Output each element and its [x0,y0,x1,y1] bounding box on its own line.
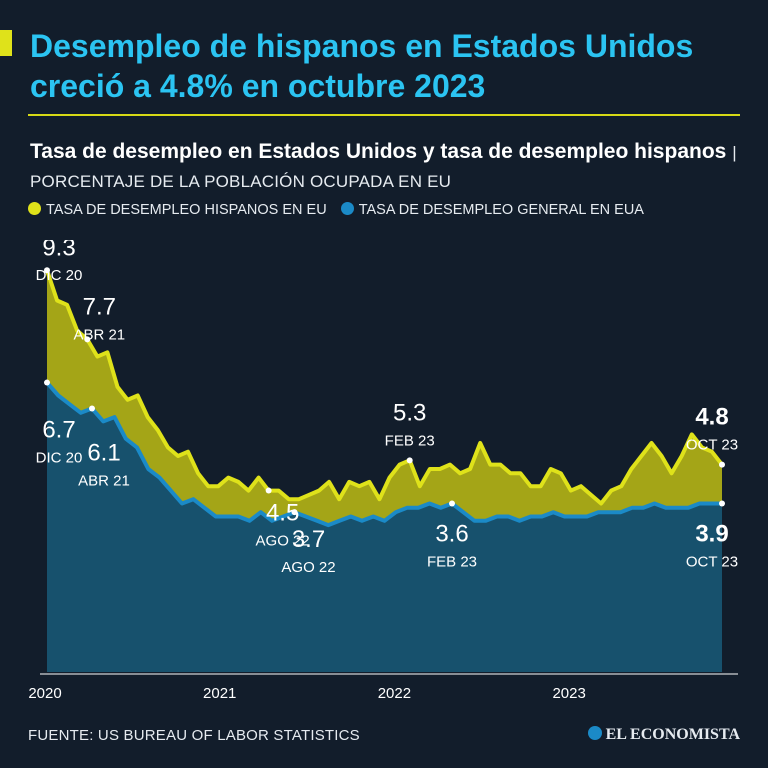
area-fills [47,270,722,672]
highlight-point [265,487,272,494]
annotation-value: 4.5 [266,500,299,527]
legend-label-hispanic: TASA DE DESEMPLEO HISPANOS EN EU [46,202,327,218]
highlight-point [44,379,50,386]
line-general [45,381,722,528]
highlight-point [719,500,725,507]
annotation-date: DIC 20 [36,450,83,467]
series-lines [45,269,724,528]
legend-item-hispanic: TASA DE DESEMPLEO HISPANOS EN EU [28,202,327,218]
x-tick-label: 2022 [378,685,411,702]
highlight-points [44,267,725,516]
highlight-point [89,405,95,412]
annotation-value: 6.1 [87,439,120,466]
headline-accent-bar [0,30,12,56]
x-tick-label: 2023 [552,685,585,702]
legend: TASA DE DESEMPLEO HISPANOS EN EU TASA DE… [28,202,654,218]
x-tick-label: 2021 [203,685,236,702]
annotation-value: 5.3 [393,399,426,426]
legend-dot-hispanic [28,202,41,215]
annotation-value: 4.8 [695,404,728,431]
headline: Desempleo de hispanos en Estados Unidos … [30,28,694,104]
annotation-date: FEB 23 [385,432,435,449]
legend-label-general: TASA DE DESEMPLEO GENERAL EN EUA [358,202,644,218]
brand-name: EL ECONOMISTA [605,726,740,743]
annotation-date: FEB 23 [427,554,477,571]
brand-logo-icon [587,726,602,740]
x-tick-label: 2020 [28,685,61,702]
unit-label: PORCENTAJE DE LA POBLACIÓN OCUPADA EN EU [30,172,452,191]
headline-divider [28,114,740,116]
chart-title: Tasa de desempleo en Estados Unidos y ta… [30,140,727,163]
brand-logo: EL ECONOMISTA [587,726,740,744]
annotation-date: AGO 22 [256,533,310,550]
source-note: FUENTE: US BUREAU OF LABOR STATISTICS [28,727,360,744]
title-separator: | [732,143,737,162]
annotation-date: DIC 20 [36,267,83,284]
annotation-date: ABR 21 [73,326,125,343]
annotation-value: 9.3 [42,240,75,261]
annotation-date: AGO 22 [281,559,335,576]
annotation-value: 3.9 [695,521,728,548]
annotation-date: OCT 23 [686,437,738,454]
annotation-value: 3.6 [435,521,468,548]
highlight-point [406,457,413,464]
annotation-value: 6.7 [42,417,75,444]
highlight-point [719,461,725,468]
line-hispanic [45,269,724,506]
area-general [47,382,722,672]
legend-dot-general [340,202,354,215]
annotation-date: ABR 21 [78,472,130,489]
legend-item-general: TASA DE DESEMPLEO GENERAL EN EUA [340,202,644,218]
annotation-date: OCT 23 [686,554,738,571]
highlight-point [449,500,455,507]
chart-subtitle: Tasa de desempleo en Estados Unidos y ta… [30,138,750,196]
highlight-point [291,509,298,516]
highlight-point [84,336,91,343]
annotation-value: 7.7 [83,293,116,320]
highlight-point [44,267,50,274]
x-axis: 2020 2021 2022 2023 [28,673,738,702]
annotation-value: 3.7 [292,526,325,553]
